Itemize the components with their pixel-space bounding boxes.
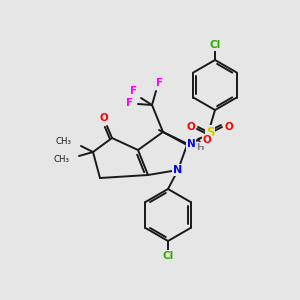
Text: N: N: [187, 139, 195, 149]
Text: F: F: [126, 98, 134, 108]
Text: Cl: Cl: [162, 251, 174, 261]
Text: O: O: [202, 135, 211, 145]
Text: O: O: [187, 122, 195, 132]
Text: N: N: [173, 165, 183, 175]
Text: Cl: Cl: [209, 40, 220, 50]
Text: S: S: [206, 125, 214, 139]
Text: O: O: [100, 113, 108, 123]
Text: CH₃: CH₃: [55, 137, 71, 146]
Text: F: F: [156, 78, 164, 88]
Text: O: O: [225, 122, 233, 132]
Text: F: F: [130, 86, 138, 96]
Text: CH₃: CH₃: [53, 155, 69, 164]
Text: H: H: [196, 142, 204, 152]
